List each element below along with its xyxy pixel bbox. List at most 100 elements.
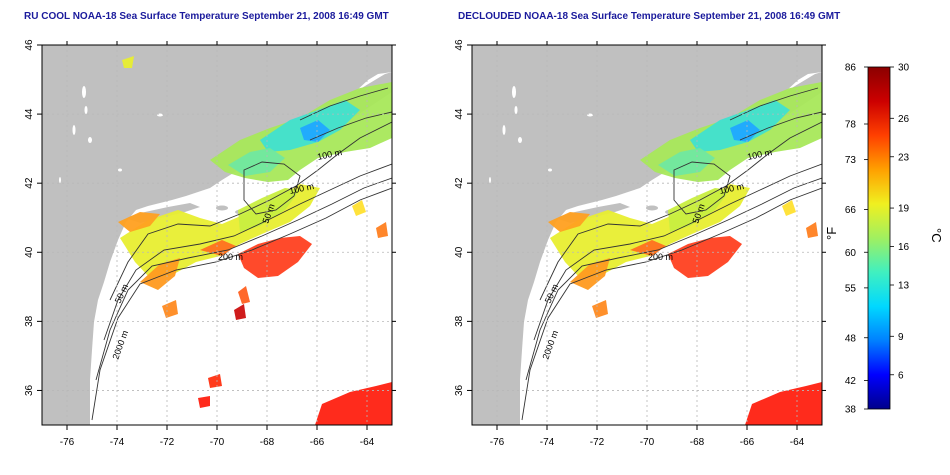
lat-tick-label: 40 xyxy=(454,246,465,258)
bathymetry-contour xyxy=(91,187,392,421)
sst-patch xyxy=(548,212,590,232)
colorbar-c-label: 6 xyxy=(898,370,904,381)
lake xyxy=(489,177,491,183)
lake xyxy=(88,137,92,143)
sst-patch xyxy=(198,396,210,408)
lake xyxy=(514,106,518,114)
lake xyxy=(84,106,88,114)
bathymetry-contour xyxy=(533,163,822,341)
sst-patch xyxy=(668,236,742,278)
colorbar-unit-c: °C xyxy=(929,228,944,243)
lon-tick-label: -70 xyxy=(640,437,655,448)
bathymetry-contour xyxy=(299,87,389,121)
lat-tick-label: 36 xyxy=(24,384,35,396)
sst-patch xyxy=(570,258,610,290)
lon-tick-label: -72 xyxy=(590,437,605,448)
lake xyxy=(72,125,76,135)
lat-tick-label: 42 xyxy=(24,177,35,189)
lat-tick-label: 42 xyxy=(454,177,465,189)
sst-patch xyxy=(352,200,366,216)
lon-tick-label: -66 xyxy=(310,437,325,448)
sst-patch xyxy=(162,300,178,318)
bathymetry-contour xyxy=(109,121,392,301)
panel-right-title: DECLOUDED NOAA-18 Sea Surface Temperatur… xyxy=(458,11,841,22)
bathymetry-contour xyxy=(103,163,392,341)
lon-tick-label: -72 xyxy=(160,437,175,448)
colorbar-c-label: 19 xyxy=(898,204,910,215)
colorbar-f-label: 38 xyxy=(845,405,857,416)
colorbar-c-label: 16 xyxy=(898,242,910,253)
sst-patch xyxy=(228,148,285,176)
lon-tick-label: -64 xyxy=(360,437,375,448)
lat-tick-label: 46 xyxy=(24,39,35,51)
sst-patch xyxy=(234,304,246,320)
colorbar-c-label: 9 xyxy=(898,332,904,343)
lon-tick-label: -76 xyxy=(60,437,75,448)
sst-patch xyxy=(806,222,818,238)
colorbar-c-label: 23 xyxy=(898,152,910,163)
colorbar-c-label: 26 xyxy=(898,114,910,125)
bathymetry-contour xyxy=(309,111,392,141)
map-grid xyxy=(42,45,392,425)
contour-label: 200 m xyxy=(218,252,243,262)
map-grid xyxy=(472,45,822,425)
island xyxy=(216,205,228,211)
colorbar-f-label: 73 xyxy=(845,155,857,166)
colorbar-f-label: 78 xyxy=(845,120,857,131)
lake xyxy=(548,168,552,172)
lake xyxy=(512,86,516,98)
colorbar-f-label: 48 xyxy=(845,333,857,344)
lon-tick-label: -74 xyxy=(540,437,555,448)
lat-tick-label: 36 xyxy=(454,384,465,396)
lat-tick-label: 38 xyxy=(454,315,465,327)
bathymetry-contour xyxy=(739,111,822,141)
sst-patch xyxy=(300,120,330,142)
colorbar-f-label: 86 xyxy=(845,63,857,74)
sst-patch xyxy=(668,188,730,232)
bathymetry-contour xyxy=(673,161,731,215)
lake xyxy=(59,177,61,183)
lon-tick-label: -68 xyxy=(260,437,275,448)
panel-left-title: RU COOL NOAA-18 Sea Surface Temperature … xyxy=(24,11,389,22)
lon-tick-label: -76 xyxy=(490,437,505,448)
bathymetry-contour xyxy=(729,87,819,121)
sst-patch xyxy=(745,382,822,425)
sst-patch xyxy=(376,222,388,238)
sst-patch xyxy=(782,200,796,216)
lat-tick-label: 38 xyxy=(24,315,35,327)
sst-patch xyxy=(238,286,250,304)
lon-tick-label: -74 xyxy=(110,437,125,448)
sst-patch xyxy=(592,300,608,318)
colorbar-unit-f: °F xyxy=(824,227,839,240)
bathymetry-contour xyxy=(521,187,822,421)
lat-tick-label: 44 xyxy=(24,108,35,120)
lat-tick-label: 40 xyxy=(24,246,35,258)
colorbar-c-label: 30 xyxy=(898,63,910,74)
land-mass xyxy=(42,45,392,425)
bathymetry-contour xyxy=(243,161,301,215)
bathymetry-contour xyxy=(95,177,392,381)
lake xyxy=(82,86,86,98)
colorbar-f-label: 66 xyxy=(845,205,857,216)
lon-tick-label: -66 xyxy=(740,437,755,448)
lake xyxy=(502,125,506,135)
sst-patch xyxy=(315,382,392,425)
sst-patch xyxy=(140,258,180,290)
sst-patch xyxy=(238,188,300,232)
land-mass xyxy=(472,45,822,425)
sst-patch xyxy=(118,212,160,232)
lon-tick-label: -70 xyxy=(210,437,225,448)
lon-tick-label: -68 xyxy=(690,437,705,448)
colorbar-f-label: 55 xyxy=(845,283,857,294)
sst-patch xyxy=(238,236,312,278)
bathymetry-contour xyxy=(525,177,822,381)
bathymetry-contour xyxy=(539,121,822,301)
island xyxy=(646,205,658,211)
colorbar-f-label: 42 xyxy=(845,376,857,387)
sst-patch xyxy=(122,56,134,68)
colorbar-gradient xyxy=(867,66,891,410)
lake xyxy=(518,137,522,143)
sst-patch xyxy=(730,120,760,142)
